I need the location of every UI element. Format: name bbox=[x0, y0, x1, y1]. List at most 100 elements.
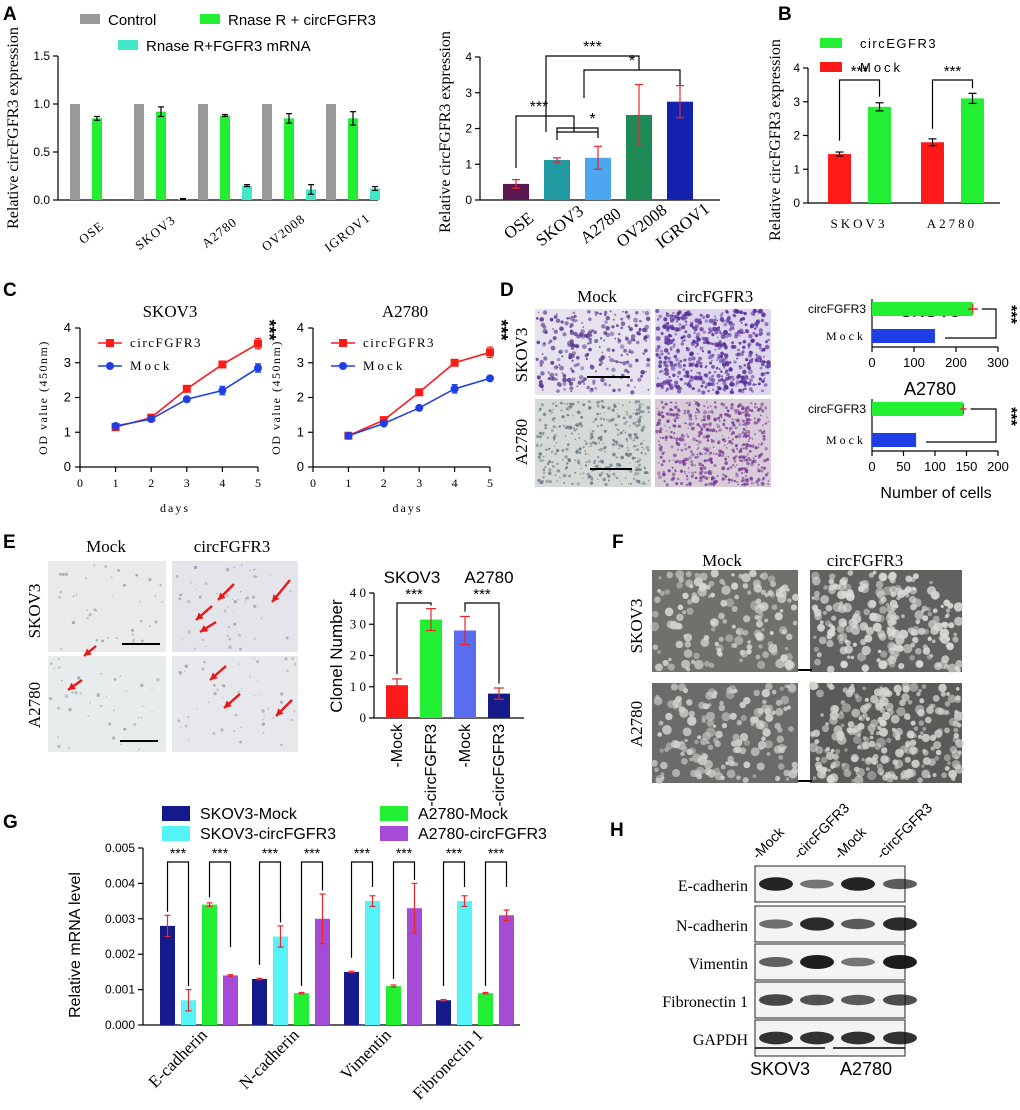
cell-speck bbox=[686, 748, 693, 756]
cell-speck bbox=[679, 469, 684, 473]
micrograph-background bbox=[172, 561, 298, 652]
cell-speck bbox=[672, 459, 675, 461]
cell-speck bbox=[736, 775, 741, 781]
cell-speck bbox=[576, 355, 580, 360]
cell-speck bbox=[598, 473, 602, 477]
cell-speck bbox=[780, 695, 790, 705]
cell-speck bbox=[725, 369, 729, 373]
cell-speck bbox=[879, 574, 887, 582]
cell-speck bbox=[664, 424, 666, 427]
error-bar bbox=[594, 145, 602, 170]
cell-speck bbox=[694, 572, 701, 579]
cell-speck bbox=[574, 459, 577, 462]
cell-speck bbox=[637, 332, 642, 336]
cell-speck bbox=[568, 355, 572, 360]
cell-speck bbox=[588, 317, 592, 321]
cell-speck bbox=[620, 444, 624, 448]
cell-speck bbox=[678, 460, 682, 464]
cell-speck bbox=[919, 698, 925, 704]
cell-speck bbox=[712, 481, 717, 485]
cell-speck bbox=[664, 371, 670, 376]
cell-speck bbox=[216, 592, 218, 595]
cell-speck bbox=[664, 589, 671, 595]
cell-speck bbox=[196, 588, 198, 591]
cell-speck bbox=[730, 403, 734, 407]
significance-label: *** bbox=[304, 845, 321, 861]
cell-speck bbox=[841, 762, 846, 767]
cell-speck bbox=[738, 388, 742, 393]
cell-speck bbox=[537, 311, 540, 314]
cell-speck bbox=[918, 688, 922, 693]
cell-speck bbox=[618, 402, 620, 405]
cell-speck bbox=[735, 375, 740, 380]
cell-speck bbox=[676, 582, 683, 589]
cell-speck bbox=[131, 633, 134, 636]
cell-speck bbox=[667, 469, 671, 473]
cell-speck bbox=[731, 606, 738, 612]
cell-speck bbox=[285, 636, 289, 640]
cell-speck bbox=[730, 433, 733, 436]
cell-speck bbox=[738, 455, 742, 459]
legend-label: Rnase R + circFGFR3 bbox=[228, 12, 376, 29]
cell-speck bbox=[101, 639, 104, 643]
significance-label: *** bbox=[405, 586, 423, 603]
cell-speck bbox=[272, 717, 275, 719]
red-arrow bbox=[195, 605, 213, 621]
cell-speck bbox=[95, 639, 99, 642]
cell-speck bbox=[889, 585, 897, 594]
bar-control bbox=[70, 104, 80, 200]
cell-speck bbox=[758, 443, 760, 446]
cell-speck bbox=[762, 651, 769, 659]
cell-speck bbox=[669, 413, 673, 417]
cell-speck bbox=[677, 424, 682, 428]
cell-speck bbox=[536, 375, 541, 380]
cell-speck bbox=[563, 402, 566, 405]
cell-speck bbox=[938, 683, 947, 693]
cell-speck bbox=[71, 691, 74, 694]
cell-speck bbox=[57, 744, 61, 748]
cell-speck bbox=[699, 431, 703, 436]
cell-speck bbox=[697, 434, 701, 438]
cell-speck bbox=[777, 744, 786, 752]
protein-band bbox=[800, 879, 834, 889]
cell-speck bbox=[671, 384, 673, 386]
cell-speck bbox=[184, 670, 186, 673]
cell-speck bbox=[627, 340, 632, 345]
bar-rnase-r-circfgfr3 bbox=[348, 118, 358, 200]
cell-speck bbox=[763, 383, 768, 387]
cell-speck bbox=[579, 473, 582, 475]
cell-speck bbox=[707, 702, 712, 707]
cell-speck bbox=[561, 449, 565, 452]
cell-speck bbox=[600, 438, 603, 441]
micrograph-skov3-circfgfr3 bbox=[172, 561, 298, 652]
cell-speck bbox=[760, 318, 765, 323]
cell-speck bbox=[714, 477, 716, 480]
cell-speck bbox=[881, 687, 890, 695]
cell-speck bbox=[666, 571, 673, 579]
arrow-head bbox=[210, 672, 218, 680]
cell-speck bbox=[547, 371, 551, 374]
cell-speck bbox=[743, 479, 746, 482]
cell-speck bbox=[755, 353, 758, 356]
cell-speck bbox=[745, 357, 749, 362]
cell-speck bbox=[552, 425, 556, 429]
x-tick-label: 100 bbox=[903, 355, 925, 370]
cell-speck bbox=[57, 657, 61, 660]
cell-speck bbox=[930, 746, 935, 751]
cell-speck bbox=[714, 405, 717, 409]
cell-speck bbox=[677, 604, 684, 611]
cell-speck bbox=[757, 740, 767, 750]
cell-speck bbox=[681, 758, 688, 765]
cell-speck bbox=[747, 590, 752, 595]
cell-speck bbox=[603, 418, 605, 421]
cell-speck bbox=[957, 750, 963, 755]
cell-speck bbox=[905, 575, 913, 583]
cell-speck bbox=[702, 415, 707, 419]
cell-speck bbox=[634, 449, 636, 451]
cell-speck bbox=[539, 407, 542, 411]
cell-speck bbox=[279, 700, 283, 704]
x-tick-label: 200 bbox=[945, 355, 967, 370]
cell-speck bbox=[703, 404, 706, 408]
cell-speck bbox=[599, 435, 603, 440]
cell-speck bbox=[604, 320, 608, 324]
